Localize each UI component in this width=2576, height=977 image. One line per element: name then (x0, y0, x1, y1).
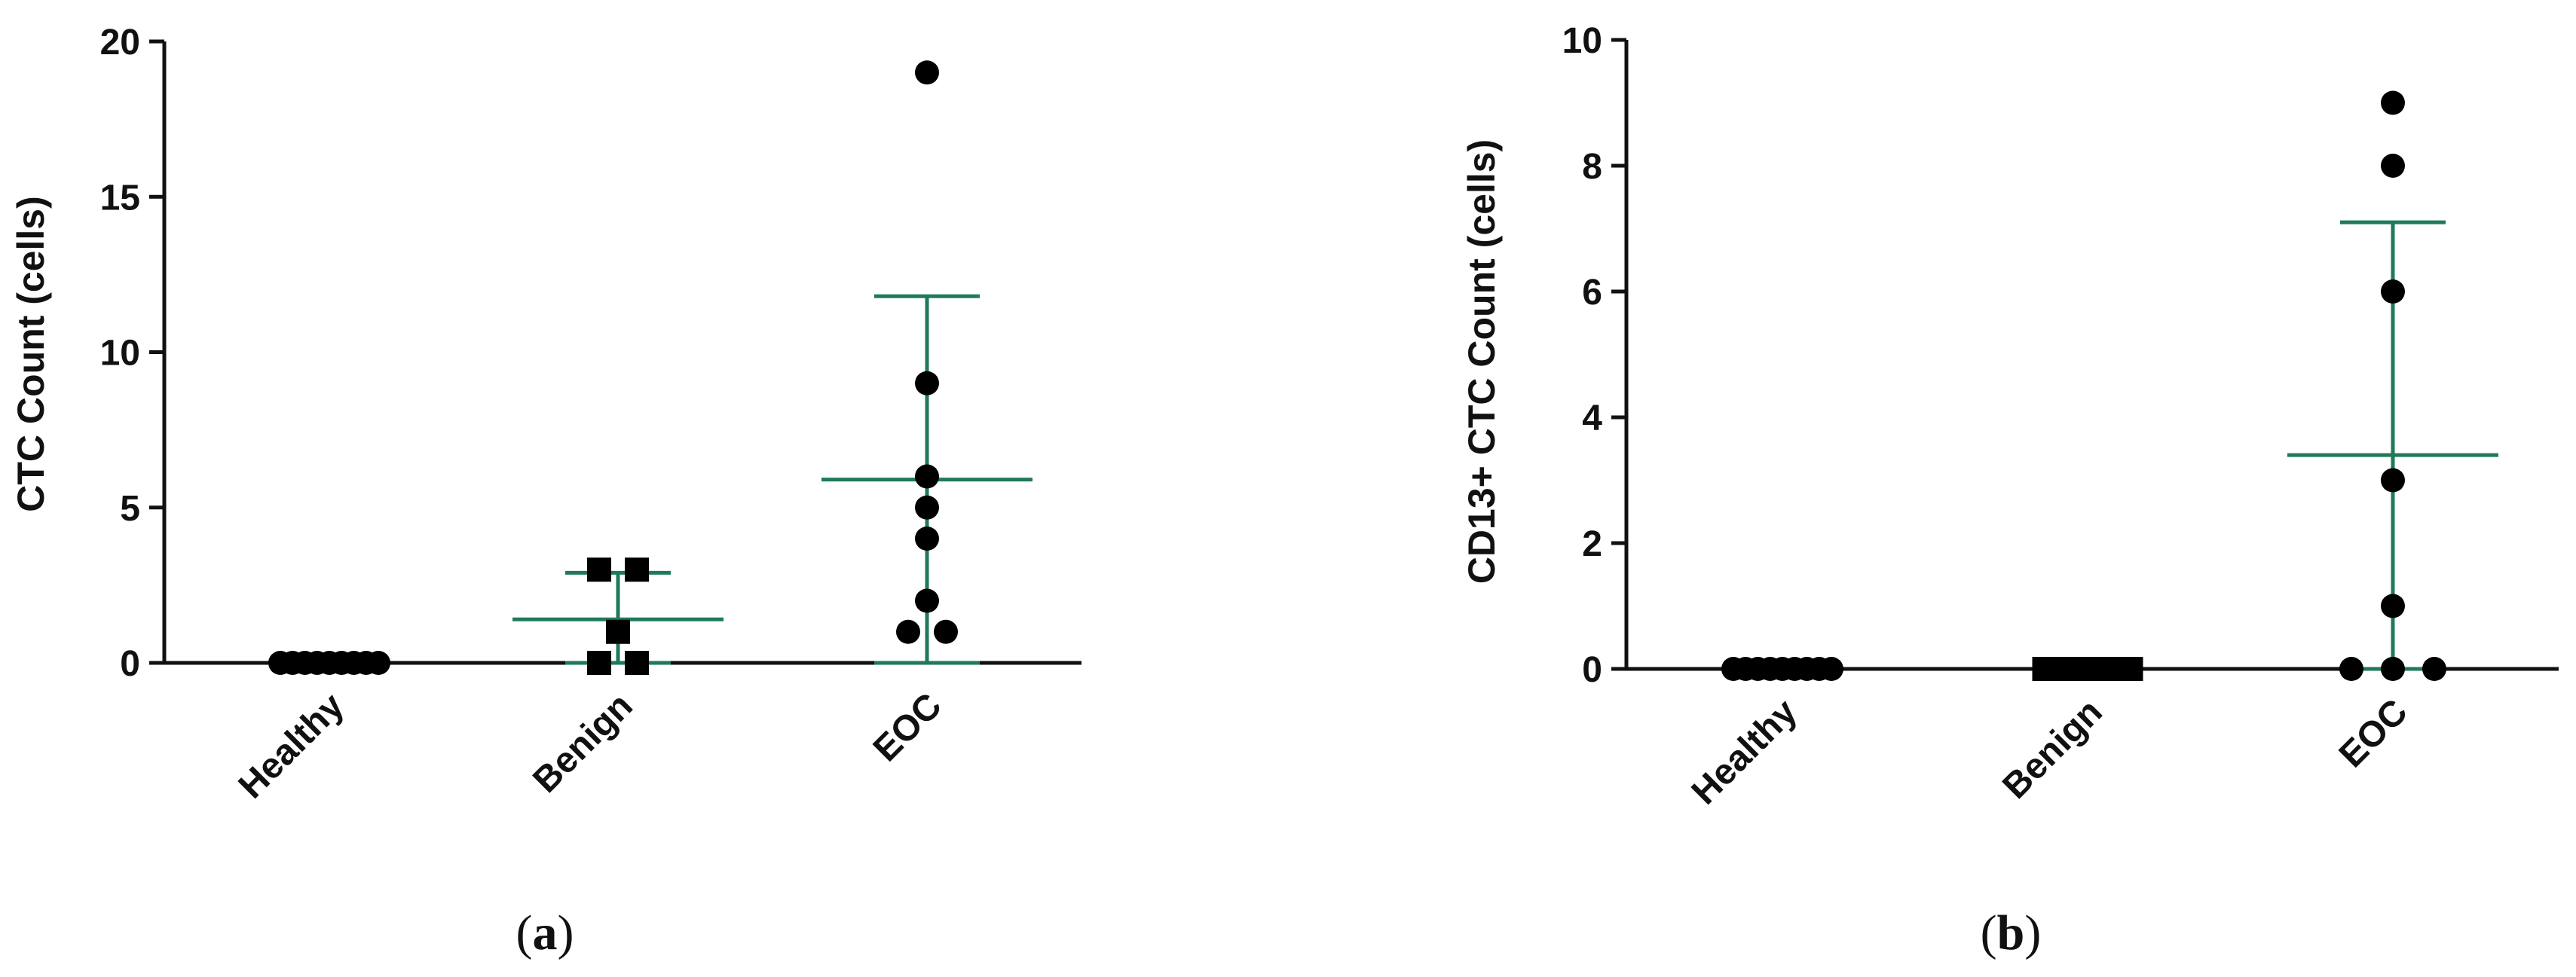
panel-a-y-axis-title: CTC Count (cells) (10, 196, 52, 511)
panel-a-data-point-circle (915, 371, 939, 395)
panel-b-data-point-square (2076, 657, 2100, 681)
panel-b-caption: (b) (1981, 905, 2042, 960)
panel-a-data-point-square (587, 557, 611, 582)
panel-b-data-point-circle (1819, 657, 1843, 681)
panel-b-data-point-circle (2339, 657, 2363, 681)
panel-b-data-point-circle (2381, 154, 2405, 178)
panel-a-data-point-circle (915, 588, 939, 613)
panel-b-data-point-circle (2381, 594, 2405, 618)
panel-b-caption-letter: b (1997, 905, 2025, 960)
panel-a-caption-letter: a (533, 905, 558, 960)
panel-b-y-tick-label: 0 (1582, 650, 1602, 690)
panel-a-data-point-square (606, 619, 630, 644)
panel-a-data-point-square (587, 651, 611, 675)
panel-b-y-axis-title: CD13+ CTC Count (cells) (1461, 139, 1503, 584)
panel-a-data-point-circle (915, 527, 939, 551)
panel-b-y-tick-label: 8 (1582, 147, 1602, 187)
panel-b-data-point-circle (2381, 657, 2405, 681)
panel-b-data-point-square (2097, 657, 2122, 681)
panel-b-data-point-square (2119, 657, 2143, 681)
panel-a-y-tick-label: 15 (100, 178, 140, 218)
panel-b-data-point-square (2054, 657, 2079, 681)
panel-b-y-tick-label: 4 (1582, 398, 1602, 438)
panel-a-data-point-circle (366, 651, 390, 675)
panel-a-data-point-circle (896, 619, 920, 644)
panel-b-y-tick-label: 6 (1582, 273, 1602, 313)
panel-b-data-point-circle (2381, 279, 2405, 304)
panel-a-y-tick-label: 5 (120, 489, 140, 529)
panel-a-data-point-square (625, 651, 649, 675)
panel-b-data-point-circle (2381, 90, 2405, 115)
panel-b-y-tick-label: 2 (1582, 524, 1602, 564)
panel-b-data-point-square (2032, 657, 2057, 681)
panel-a-y-tick-label: 10 (100, 334, 140, 374)
panel-a-data-point-circle (934, 619, 958, 644)
panel-a-data-point-square (625, 557, 649, 582)
panel-b-data-point-circle (2381, 468, 2405, 493)
panel-a-data-point-circle (915, 464, 939, 489)
panel-a-data-point-circle (915, 60, 939, 85)
panel-a-data-point-circle (915, 495, 939, 520)
panel-b-data-point-circle (2422, 657, 2446, 681)
panel-a-y-tick-label: 20 (100, 23, 140, 63)
panel-a-caption: (a) (516, 905, 574, 960)
panel-a-y-tick-label: 0 (120, 644, 140, 684)
panel-b-y-tick-label: 10 (1562, 21, 1602, 61)
